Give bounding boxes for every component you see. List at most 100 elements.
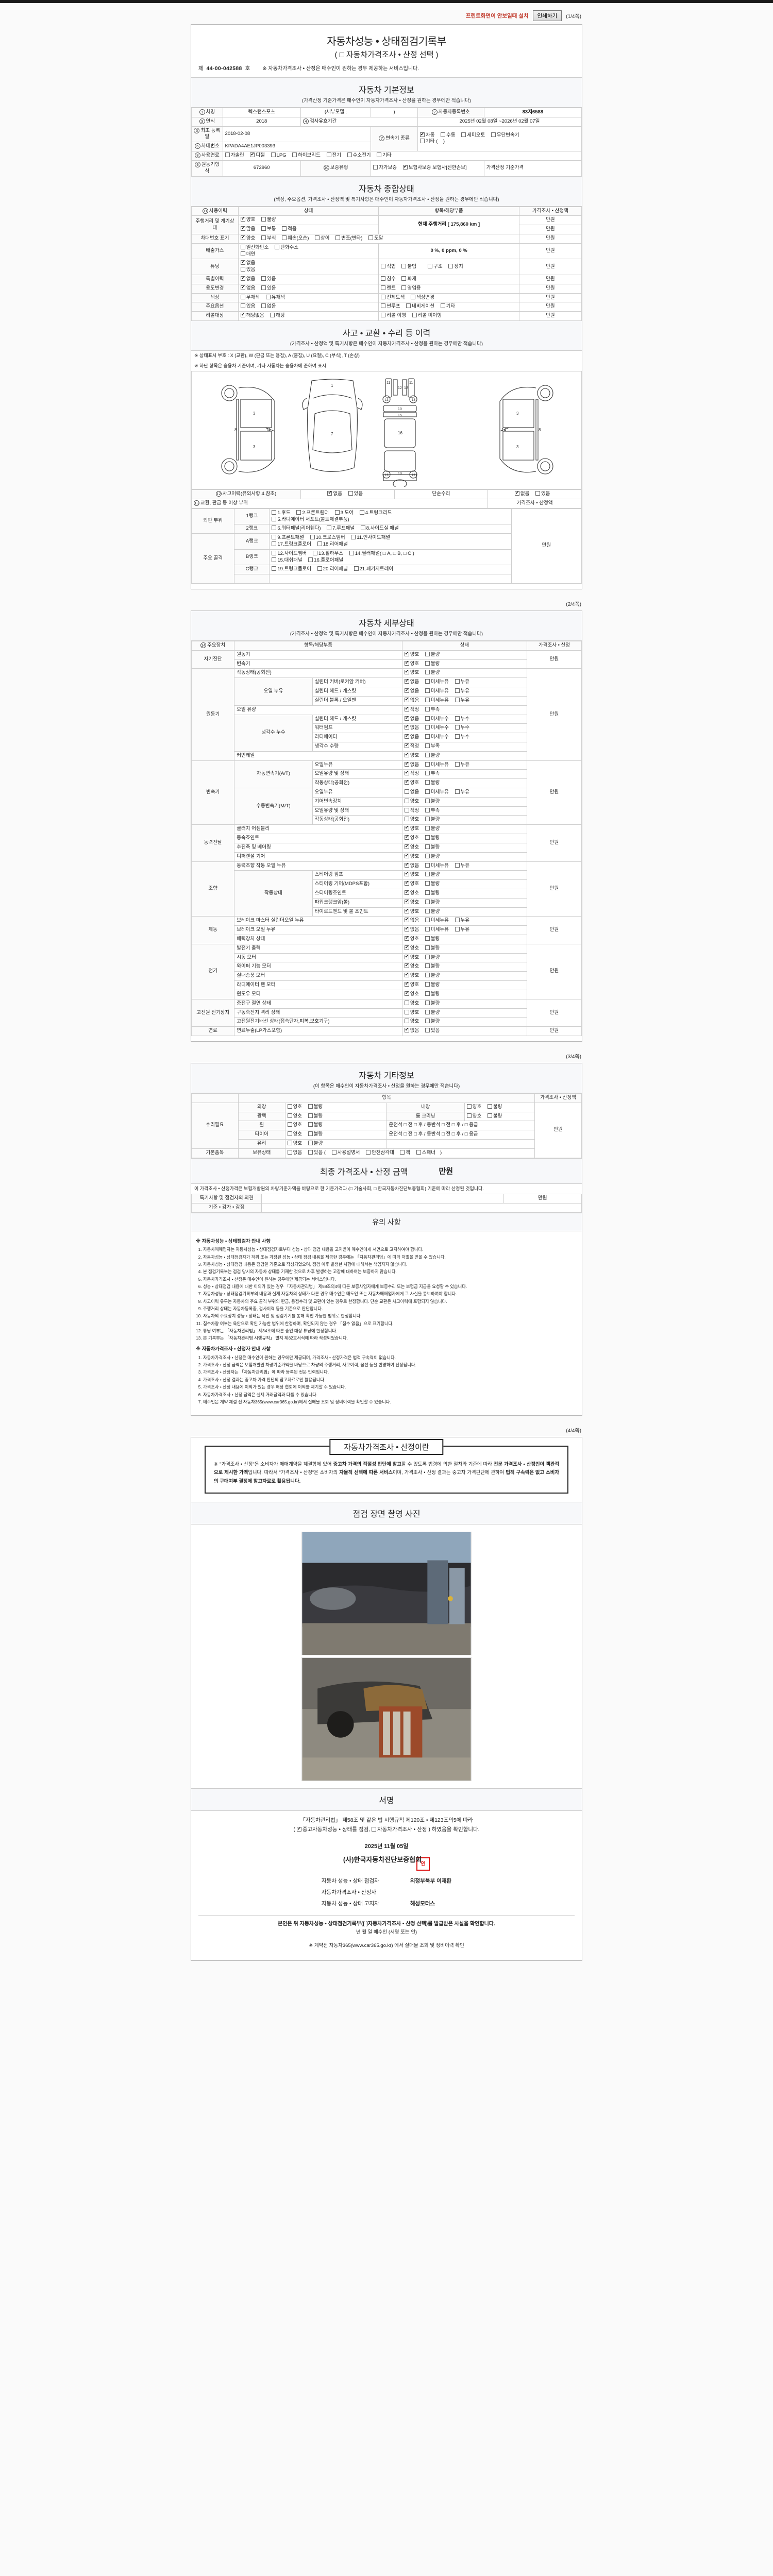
hv-battery-good[interactable]: 양호 <box>404 1009 419 1016</box>
exterior-good[interactable]: 양호 <box>287 1104 302 1111</box>
alt-bad[interactable]: 불량 <box>425 945 440 952</box>
warranty-self[interactable]: 자가보증 <box>373 165 397 172</box>
br-booster-good[interactable]: 양호 <box>404 935 419 943</box>
part-package-tray[interactable]: 21.패키지트레이 <box>354 566 393 573</box>
simple-repair-none[interactable]: 없음 <box>514 490 529 498</box>
part-rear-panel-a[interactable]: 18.리어패널 <box>317 541 348 548</box>
warranty-insurer[interactable]: 보험사보증 보험사[신한손보] <box>402 164 467 172</box>
at-leak-none[interactable]: 없음 <box>404 761 419 769</box>
basic-spanner[interactable]: 스패너 <box>416 1149 435 1157</box>
at-idle-good[interactable]: 양호 <box>404 779 419 787</box>
transmission-manual[interactable]: 수동 <box>441 132 456 139</box>
alt-good[interactable]: 양호 <box>404 944 419 952</box>
part-radiator-support[interactable]: 5.라디에이터 서포트(볼트체결부품) <box>272 516 349 523</box>
oilleak3-minor[interactable]: 미세누유 <box>425 697 449 704</box>
glass-bad[interactable]: 불량 <box>308 1141 323 1147</box>
part-trunk-floor-a[interactable]: 17.트렁크플로어 <box>272 541 311 548</box>
basic-none[interactable]: 없음 <box>287 1149 302 1157</box>
tuning-device[interactable]: 장치 <box>448 263 463 270</box>
fuel-electric[interactable]: 전기 <box>326 152 341 159</box>
tire-bad[interactable]: 불량 <box>308 1131 323 1138</box>
st-crankarm-bad[interactable]: 불량 <box>425 899 440 906</box>
usechange-commercial[interactable]: 영업용 <box>401 285 421 292</box>
hv-wiring-good[interactable]: 양호 <box>404 1019 419 1025</box>
part-rear-panel-c[interactable]: 20.리어패널 <box>317 566 348 573</box>
emission-co[interactable]: 일산화탄소 <box>240 244 269 251</box>
recall-na[interactable]: 해당없음 <box>240 312 264 319</box>
clutch-bad[interactable]: 불량 <box>425 826 440 833</box>
hv-wiring-bad[interactable]: 불량 <box>425 1019 440 1025</box>
tuning-structure[interactable]: 구조 <box>428 263 443 270</box>
oilleak1-none[interactable]: 없음 <box>404 678 419 686</box>
option-sunroof[interactable]: 썬루프 <box>381 303 400 310</box>
part-roof-panel[interactable]: 7.루프패널 <box>327 526 355 532</box>
at-leak-leak[interactable]: 누유 <box>455 761 469 769</box>
st-tierod-good[interactable]: 양호 <box>404 908 419 916</box>
glass-good[interactable]: 양호 <box>287 1141 302 1147</box>
mt-gear-good[interactable]: 양호 <box>404 798 419 805</box>
oilleak2-none[interactable]: 없음 <box>404 687 419 695</box>
oilqty-ok[interactable]: 적정 <box>404 706 419 714</box>
tire-good[interactable]: 양호 <box>287 1131 302 1138</box>
mt-gear-bad[interactable]: 불량 <box>425 798 440 805</box>
part-trunk-floor-c[interactable]: 19.트렁크플로어 <box>272 566 311 573</box>
selfdiag-engine-good[interactable]: 양호 <box>404 651 419 658</box>
tuning-legal[interactable]: 적법 <box>381 263 396 270</box>
recall-applicable[interactable]: 해당 <box>270 313 285 319</box>
part-pillar-panel[interactable]: 14.필러패널( □ A, □ B, □ C ) <box>349 550 414 557</box>
driveshaft-good[interactable]: 양호 <box>404 843 419 851</box>
selfdiag-trans-good[interactable]: 양호 <box>404 660 419 668</box>
part-wheel-house[interactable]: 13.휠하우스 <box>312 550 343 557</box>
emission-smoke[interactable]: 매연 <box>240 251 255 258</box>
fuel-gasoline[interactable]: 가솔린 <box>225 152 244 159</box>
special-yes[interactable]: 있음 <box>261 276 276 283</box>
special-none[interactable]: 없음 <box>240 275 255 283</box>
coolant3-minor[interactable]: 미세누수 <box>425 734 449 741</box>
transmission-other[interactable]: 기타 ( ) <box>420 139 445 145</box>
usechange-yes[interactable]: 있음 <box>261 285 276 292</box>
coolant2-none[interactable]: 없음 <box>404 724 419 732</box>
br-master-leak[interactable]: 누유 <box>455 918 469 924</box>
part-floor-panel[interactable]: 16.플로어패널 <box>308 557 343 564</box>
options-none[interactable]: 없음 <box>261 303 276 310</box>
fuel-diesel[interactable]: 디젤 <box>250 151 265 159</box>
br-master-none[interactable]: 없음 <box>404 917 419 924</box>
hv-port-good[interactable]: 양호 <box>404 1000 419 1007</box>
coolant3-leak[interactable]: 누수 <box>455 734 469 741</box>
window-good[interactable]: 양호 <box>404 990 419 998</box>
special-flood[interactable]: 침수 <box>381 276 396 283</box>
cleaning-good[interactable]: 양호 <box>466 1113 481 1120</box>
color-full-repaint[interactable]: 전체도색 <box>381 294 405 301</box>
part-dash-panel[interactable]: 15.대쉬패널 <box>272 557 303 564</box>
coolant4-low[interactable]: 부족 <box>425 743 440 750</box>
st-leak-leak[interactable]: 누유 <box>455 862 469 870</box>
coolant3-none[interactable]: 없음 <box>404 733 419 741</box>
radfan-bad[interactable]: 불량 <box>425 982 440 989</box>
br-oil-minor[interactable]: 미세누유 <box>425 927 449 934</box>
usechange-rent[interactable]: 렌트 <box>381 285 396 292</box>
option-other[interactable]: 기타 <box>440 303 455 310</box>
polish-bad[interactable]: 불량 <box>308 1113 323 1120</box>
vin-different[interactable]: 상이 <box>315 235 330 242</box>
st-joint-good[interactable]: 양호 <box>404 889 419 897</box>
mt-leak-leak[interactable]: 누유 <box>455 789 469 796</box>
simple-repair-yes[interactable]: 있음 <box>535 491 550 498</box>
hv-battery-bad[interactable]: 불량 <box>425 1009 440 1016</box>
coolant2-leak[interactable]: 누수 <box>455 725 469 732</box>
part-hood[interactable]: 1.후드 <box>272 510 291 517</box>
interior-good[interactable]: 양호 <box>466 1104 481 1111</box>
oilleak3-leak[interactable]: 누유 <box>455 697 469 704</box>
color-changed[interactable]: 색상변경 <box>410 294 434 301</box>
vin-altered[interactable]: 변조(변타) <box>335 235 362 242</box>
coolant1-leak[interactable]: 누수 <box>455 716 469 723</box>
br-booster-bad[interactable]: 불량 <box>425 936 440 943</box>
selfdiag-trans-bad[interactable]: 불량 <box>425 660 440 668</box>
cvjoint-good[interactable]: 양호 <box>404 834 419 842</box>
fuel-leak-yes[interactable]: 있음 <box>425 1028 440 1035</box>
vin-erased[interactable]: 도말 <box>368 235 383 242</box>
br-oil-none[interactable]: 없음 <box>404 926 419 934</box>
at-idle-bad[interactable]: 불량 <box>425 780 440 787</box>
part-trunk-lid[interactable]: 4.트렁크리드 <box>359 510 392 517</box>
oilleak2-minor[interactable]: 미세누유 <box>425 688 449 695</box>
special-fire[interactable]: 화재 <box>401 276 416 283</box>
